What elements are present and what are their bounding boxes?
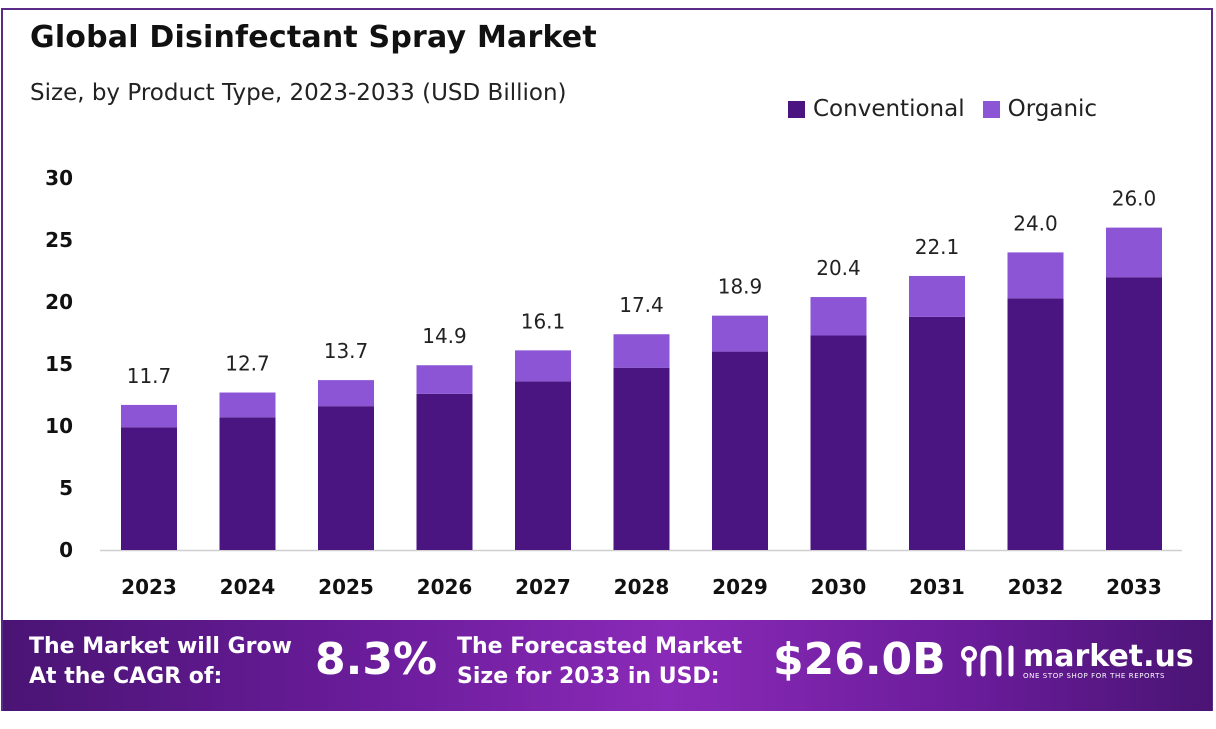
bar-conventional-2024 (219, 417, 276, 550)
x-tick-label-2025: 2025 (318, 575, 374, 599)
data-label-2025: 13.7 (324, 339, 369, 363)
data-label-2024: 12.7 (225, 352, 270, 376)
x-tick-label-2027: 2027 (515, 575, 571, 599)
data-label-2026: 14.9 (422, 324, 467, 348)
cagr-line-2: At the CAGR of: (29, 664, 223, 689)
cagr-text: The Market will Grow At the CAGR of: (29, 632, 292, 692)
brand-text: market.us ONE STOP SHOP FOR THE REPORTS (1023, 639, 1194, 681)
data-label-2032: 24.0 (1013, 211, 1058, 235)
summary-banner: The Market will Grow At the CAGR of: 8.3… (3, 620, 1212, 711)
brand-icon (961, 645, 1014, 677)
x-tick-label-2028: 2028 (614, 575, 670, 599)
bar-organic-2028 (613, 334, 670, 368)
bar-conventional-2030 (810, 335, 867, 550)
data-label-2023: 11.7 (127, 364, 172, 388)
legend-label-conventional: Conventional (813, 96, 965, 122)
legend-swatch-organic (982, 100, 1000, 118)
chart-subtitle: Size, by Product Type, 2023-2033 (USD Bi… (30, 80, 567, 106)
bar-organic-2024 (219, 392, 276, 418)
forecast-text: The Forecasted Market Size for 2033 in U… (457, 632, 742, 692)
legend-swatch-conventional (788, 100, 805, 118)
bar-organic-2027 (515, 350, 571, 382)
bar-organic-2025 (318, 380, 374, 407)
chart-legend: Conventional Organic (788, 96, 1115, 122)
brand-tagline: ONE STOP SHOP FOR THE REPORTS (1023, 672, 1166, 680)
bar-organic-2032 (1007, 252, 1064, 299)
bar-conventional-2028 (613, 367, 670, 550)
y-tick-label: 15 (45, 352, 73, 376)
cagr-value: 8.3% (315, 634, 438, 685)
brand-logo: market.us ONE STOP SHOP FOR THE REPORTS (961, 642, 1194, 680)
bar-conventional-2031 (909, 316, 965, 550)
y-tick-label: 0 (59, 538, 73, 562)
legend-label-organic: Organic (1007, 96, 1098, 122)
bar-organic-2023 (121, 404, 177, 428)
data-label-2030: 20.4 (816, 256, 861, 280)
brand-name: market.us (1023, 639, 1194, 674)
x-tick-label-2032: 2032 (1008, 575, 1064, 599)
y-tick-label: 25 (45, 228, 73, 252)
chart-title: Global Disinfectant Spray Market (30, 20, 597, 55)
data-label-2033: 26.0 (1112, 187, 1157, 211)
bar-chart: 05101520253011.7202312.7202413.7202514.9… (45, 166, 1182, 599)
x-tick-label-2029: 2029 (712, 575, 768, 599)
forecast-line-1: The Forecasted Market (457, 634, 743, 659)
cagr-line-1: The Market will Grow (29, 634, 292, 659)
bar-organic-2029 (712, 315, 768, 352)
data-label-2027: 16.1 (521, 309, 566, 333)
bar-organic-2030 (810, 297, 867, 336)
x-tick-label-2031: 2031 (909, 575, 965, 599)
x-tick-label-2023: 2023 (121, 575, 177, 599)
bar-conventional-2027 (515, 381, 571, 550)
x-tick-label-2026: 2026 (417, 575, 473, 599)
bar-conventional-2023 (121, 427, 177, 550)
bar-organic-2031 (909, 275, 965, 317)
data-label-2028: 17.4 (619, 293, 664, 317)
forecast-line-2: Size for 2033 in USD: (457, 664, 720, 689)
bar-conventional-2032 (1007, 298, 1064, 550)
x-tick-label-2030: 2030 (811, 575, 867, 599)
data-label-2029: 18.9 (718, 275, 763, 299)
bar-conventional-2026 (416, 393, 473, 550)
y-tick-label: 10 (45, 414, 73, 438)
legend-item-conventional: Conventional (788, 96, 965, 122)
bar-organic-2026 (416, 365, 473, 394)
data-label-2031: 22.1 (915, 235, 960, 259)
forecast-value: $26.0B (773, 634, 946, 685)
y-tick-label: 5 (59, 476, 73, 500)
x-tick-label-2033: 2033 (1106, 575, 1162, 599)
y-tick-label: 30 (45, 166, 73, 190)
bar-conventional-2029 (712, 351, 768, 550)
legend-item-organic: Organic (982, 96, 1098, 122)
bar-conventional-2025 (318, 406, 374, 550)
bar-conventional-2033 (1106, 277, 1162, 550)
x-tick-label-2024: 2024 (220, 575, 276, 599)
bar-organic-2033 (1106, 227, 1162, 278)
y-tick-label: 20 (45, 290, 73, 314)
